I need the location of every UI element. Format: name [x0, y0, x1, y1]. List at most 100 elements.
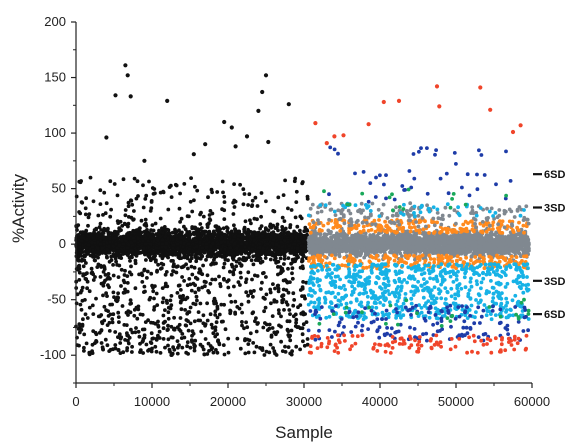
data-point — [105, 247, 109, 252]
data-point — [90, 303, 95, 308]
data-point — [77, 322, 82, 327]
data-point — [155, 238, 160, 243]
data-point — [105, 343, 110, 348]
data-point — [245, 325, 250, 330]
data-point — [129, 264, 133, 269]
data-point — [119, 267, 124, 272]
data-point — [281, 278, 286, 283]
data-point — [217, 274, 221, 279]
data-point — [194, 294, 199, 299]
data-point — [207, 290, 212, 295]
data-point — [166, 236, 170, 241]
data-point — [162, 225, 167, 229]
data-point — [273, 351, 277, 356]
data-point — [218, 282, 223, 286]
data-point — [142, 284, 147, 289]
data-point — [224, 225, 229, 230]
data-point — [266, 232, 270, 237]
data-point — [238, 270, 243, 275]
data-point — [86, 243, 91, 247]
data-point — [219, 240, 224, 245]
data-point — [215, 251, 220, 256]
data-point — [150, 346, 154, 351]
data-point — [286, 206, 290, 211]
data-point — [145, 228, 149, 232]
data-point — [121, 242, 126, 246]
data-point — [198, 222, 203, 226]
data-point — [144, 223, 149, 228]
data-point — [293, 215, 298, 220]
data-point — [222, 194, 227, 199]
data-point — [211, 232, 216, 237]
data-point — [199, 249, 204, 254]
data-point — [205, 236, 210, 241]
data-point — [99, 341, 104, 345]
data-point — [289, 208, 294, 212]
data-point — [151, 228, 156, 233]
data-point — [282, 238, 287, 243]
data-point — [211, 331, 216, 336]
data-point — [272, 330, 277, 335]
data-point — [104, 201, 109, 206]
data-point — [291, 303, 296, 308]
data-point — [132, 239, 137, 243]
data-point — [215, 233, 220, 238]
data-point — [153, 221, 158, 226]
data-point — [230, 264, 235, 269]
data-point — [134, 326, 138, 330]
data-point — [110, 320, 115, 325]
data-point — [204, 242, 209, 246]
data-point — [163, 308, 167, 312]
data-point — [300, 332, 305, 337]
data-point — [223, 236, 228, 241]
data-point — [178, 235, 183, 240]
data-point — [87, 350, 92, 355]
data-point — [155, 269, 159, 274]
data-point — [74, 267, 79, 271]
data-point — [118, 341, 123, 345]
data-point — [99, 328, 104, 332]
data-point — [210, 277, 215, 282]
data-point — [81, 317, 85, 322]
data-point — [182, 279, 187, 283]
data-point — [196, 288, 201, 292]
data-point — [226, 350, 231, 355]
data-point — [104, 308, 108, 312]
data-point — [138, 341, 142, 346]
data-point — [133, 286, 138, 291]
data-point — [106, 272, 111, 276]
data-point — [244, 280, 248, 285]
data-point — [154, 291, 159, 296]
data-point — [244, 248, 249, 253]
data-point — [173, 252, 178, 257]
data-point — [80, 200, 85, 205]
data-point — [283, 350, 288, 354]
data-point — [208, 312, 213, 317]
data-point — [244, 290, 249, 295]
data-point — [105, 254, 109, 259]
data-point — [151, 321, 156, 325]
data-point — [287, 308, 292, 312]
data-point — [215, 350, 220, 355]
data-point — [91, 329, 96, 333]
data-point — [166, 207, 171, 212]
data-point — [187, 237, 192, 242]
data-point — [96, 255, 100, 260]
data-point — [209, 322, 214, 327]
data-point — [151, 192, 156, 196]
data-point — [282, 257, 287, 261]
data-point — [128, 259, 132, 263]
data-point — [161, 313, 166, 318]
data-point — [183, 308, 188, 312]
data-point — [132, 209, 136, 213]
data-point — [181, 245, 185, 249]
data-point — [239, 241, 244, 246]
data-point — [130, 202, 135, 207]
data-point — [283, 178, 287, 183]
data-point — [129, 327, 133, 332]
data-point — [198, 256, 203, 261]
data-point — [299, 244, 304, 248]
data-point — [216, 339, 220, 344]
data-point — [245, 337, 250, 342]
data-point — [253, 248, 257, 253]
